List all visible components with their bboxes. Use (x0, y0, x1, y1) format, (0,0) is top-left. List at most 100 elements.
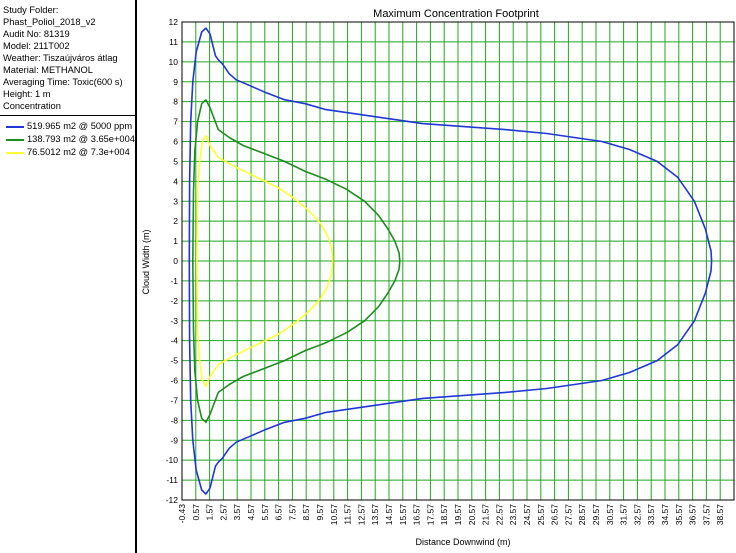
y-tick-label: -10 (166, 455, 179, 465)
chart-area: Maximum Concentration Footprint Cloud Wi… (139, 0, 736, 553)
grid (182, 22, 734, 500)
y-tick-label: 2 (173, 216, 178, 226)
info-line-averaging: Averaging Time: Toxic(600 s) (3, 77, 123, 87)
x-tick-label: 27.57 (563, 504, 573, 526)
y-tick-label: -6 (170, 376, 178, 386)
x-tick-label: 4.57 (246, 504, 256, 521)
x-tick-label: 22.57 (494, 504, 504, 526)
y-tick-label: -8 (170, 415, 178, 425)
info-line-quantity: Concentration (3, 101, 61, 111)
x-tick-label: 16.57 (412, 504, 422, 526)
y-tick-label: 10 (169, 57, 179, 67)
x-tick-label: 6.57 (274, 504, 284, 521)
chart-title: Maximum Concentration Footprint (373, 8, 539, 20)
legend-label: 519.965 m2 @ 5000 ppm (27, 121, 133, 131)
x-tick-label: 2.57 (218, 504, 228, 521)
y-tick-label: 7 (173, 117, 178, 127)
x-tick-label: 14.57 (384, 504, 394, 526)
y-tick-label: -7 (170, 395, 178, 405)
legend-swatch-blue (6, 126, 24, 128)
x-tick-label: 3.57 (232, 504, 242, 521)
y-tick-label: 11 (169, 37, 178, 47)
series (188, 27, 713, 495)
x-tick-label: 8.57 (301, 504, 311, 521)
x-tick-label: 36.57 (688, 504, 698, 526)
x-tick-label: 7.57 (287, 504, 297, 521)
info-line-material: Material: METHANOL (3, 65, 93, 75)
y-tick-label: -11 (166, 475, 178, 485)
legend-entry-3-65e4: 138.793 m2 @ 3.65e+004 (3, 133, 135, 146)
info-line-height: Height: 1 m (3, 89, 51, 99)
x-tick-label: 34.57 (660, 504, 670, 526)
x-tick-label: 21.57 (481, 504, 491, 526)
x-tick-label: 19.57 (453, 504, 463, 526)
y-tick-label: 3 (173, 196, 178, 206)
info-panel: Study Folder: Phast_Poliol_2018_v2 Audit… (0, 0, 137, 553)
x-tick-label: 1.57 (205, 504, 215, 521)
x-tick-label: 38.57 (715, 504, 725, 526)
info-line-model: Model: 211T002 (3, 41, 70, 51)
y-tick-label: 6 (173, 137, 178, 147)
study-info: Study Folder: Phast_Poliol_2018_v2 Audit… (3, 4, 133, 112)
x-tick-label: 29.57 (591, 504, 601, 526)
contour-line (188, 27, 713, 495)
x-axis-label: Distance Downwind (m) (415, 537, 510, 547)
panel-divider (0, 115, 135, 116)
legend-entry-7-3e4: 76.5012 m2 @ 7.3e+004 (3, 146, 135, 159)
x-tick-label: 26.57 (550, 504, 560, 526)
x-tick-label: 32.57 (632, 504, 642, 526)
legend-label: 138.793 m2 @ 3.65e+004 (27, 134, 135, 144)
legend-swatch-yellow (6, 152, 24, 154)
legend-swatch-green (6, 139, 24, 141)
info-line-folder-name: Phast_Poliol_2018_v2 (3, 17, 96, 27)
footprint-chart: Maximum Concentration Footprint Cloud Wi… (141, 8, 735, 547)
x-tick-label: 12.57 (356, 504, 366, 526)
x-tick-label: 24.57 (522, 504, 532, 526)
y-tick-label: 0 (173, 256, 178, 266)
y-tick-label: 1 (173, 236, 178, 246)
x-tick-label: 5.57 (260, 504, 270, 521)
info-line-audit: Audit No: 81319 (3, 29, 70, 39)
x-tick-label: 10.57 (329, 504, 339, 526)
x-tick-label: 28.57 (577, 504, 587, 526)
legend-entry-5000ppm: 519.965 m2 @ 5000 ppm (3, 120, 135, 133)
x-tick-label: 15.57 (398, 504, 408, 526)
legend-label: 76.5012 m2 @ 7.3e+004 (27, 147, 130, 157)
contour-line (192, 99, 401, 424)
x-tick-label: 30.57 (605, 504, 615, 526)
x-tick-label: 37.57 (701, 504, 711, 526)
plot-frame (181, 21, 735, 501)
x-tick-label: 35.57 (674, 504, 684, 526)
x-tick-label: 13.57 (370, 504, 380, 526)
x-tick-label: 23.57 (508, 504, 518, 526)
y-tick-label: 12 (169, 17, 179, 27)
x-tick-label: 0.57 (191, 504, 201, 521)
y-tick-label: -3 (170, 316, 178, 326)
x-tick-label: 31.57 (619, 504, 629, 526)
x-tick-label: 11.57 (343, 504, 353, 525)
x-tick-label: 33.57 (646, 504, 656, 526)
y-tick-label: 5 (173, 156, 178, 166)
y-tick-label: -2 (170, 296, 178, 306)
y-axis-label: Cloud Width (m) (141, 229, 151, 294)
x-tick-label: 9.57 (315, 504, 325, 521)
x-tick-label: 18.57 (439, 504, 449, 526)
tick-labels: -0.43 0.57 1.57 2.57 3.57 4.57 5.57 6.57 7.57 8.5… (166, 17, 725, 525)
info-line-weather: Weather: Tiszaújváros átlag (3, 53, 118, 63)
y-tick-label: -12 (166, 495, 179, 505)
x-tick-label: 20.57 (467, 504, 477, 526)
x-tick-label: 25.57 (536, 504, 546, 526)
y-tick-label: -4 (170, 336, 178, 346)
y-tick-label: -9 (170, 435, 178, 445)
contour-line (196, 135, 334, 388)
x-tick-label: 17.57 (425, 504, 435, 526)
info-line-study-folder: Study Folder: (3, 5, 59, 15)
y-tick-label: 8 (173, 97, 178, 107)
y-tick-label: -5 (170, 356, 178, 366)
legend: 519.965 m2 @ 5000 ppm 138.793 m2 @ 3.65e… (3, 120, 135, 159)
y-tick-label: 4 (173, 176, 178, 186)
y-tick-label: -1 (170, 276, 178, 286)
y-tick-label: 9 (173, 77, 178, 87)
x-tick-label: -0.43 (177, 504, 187, 524)
